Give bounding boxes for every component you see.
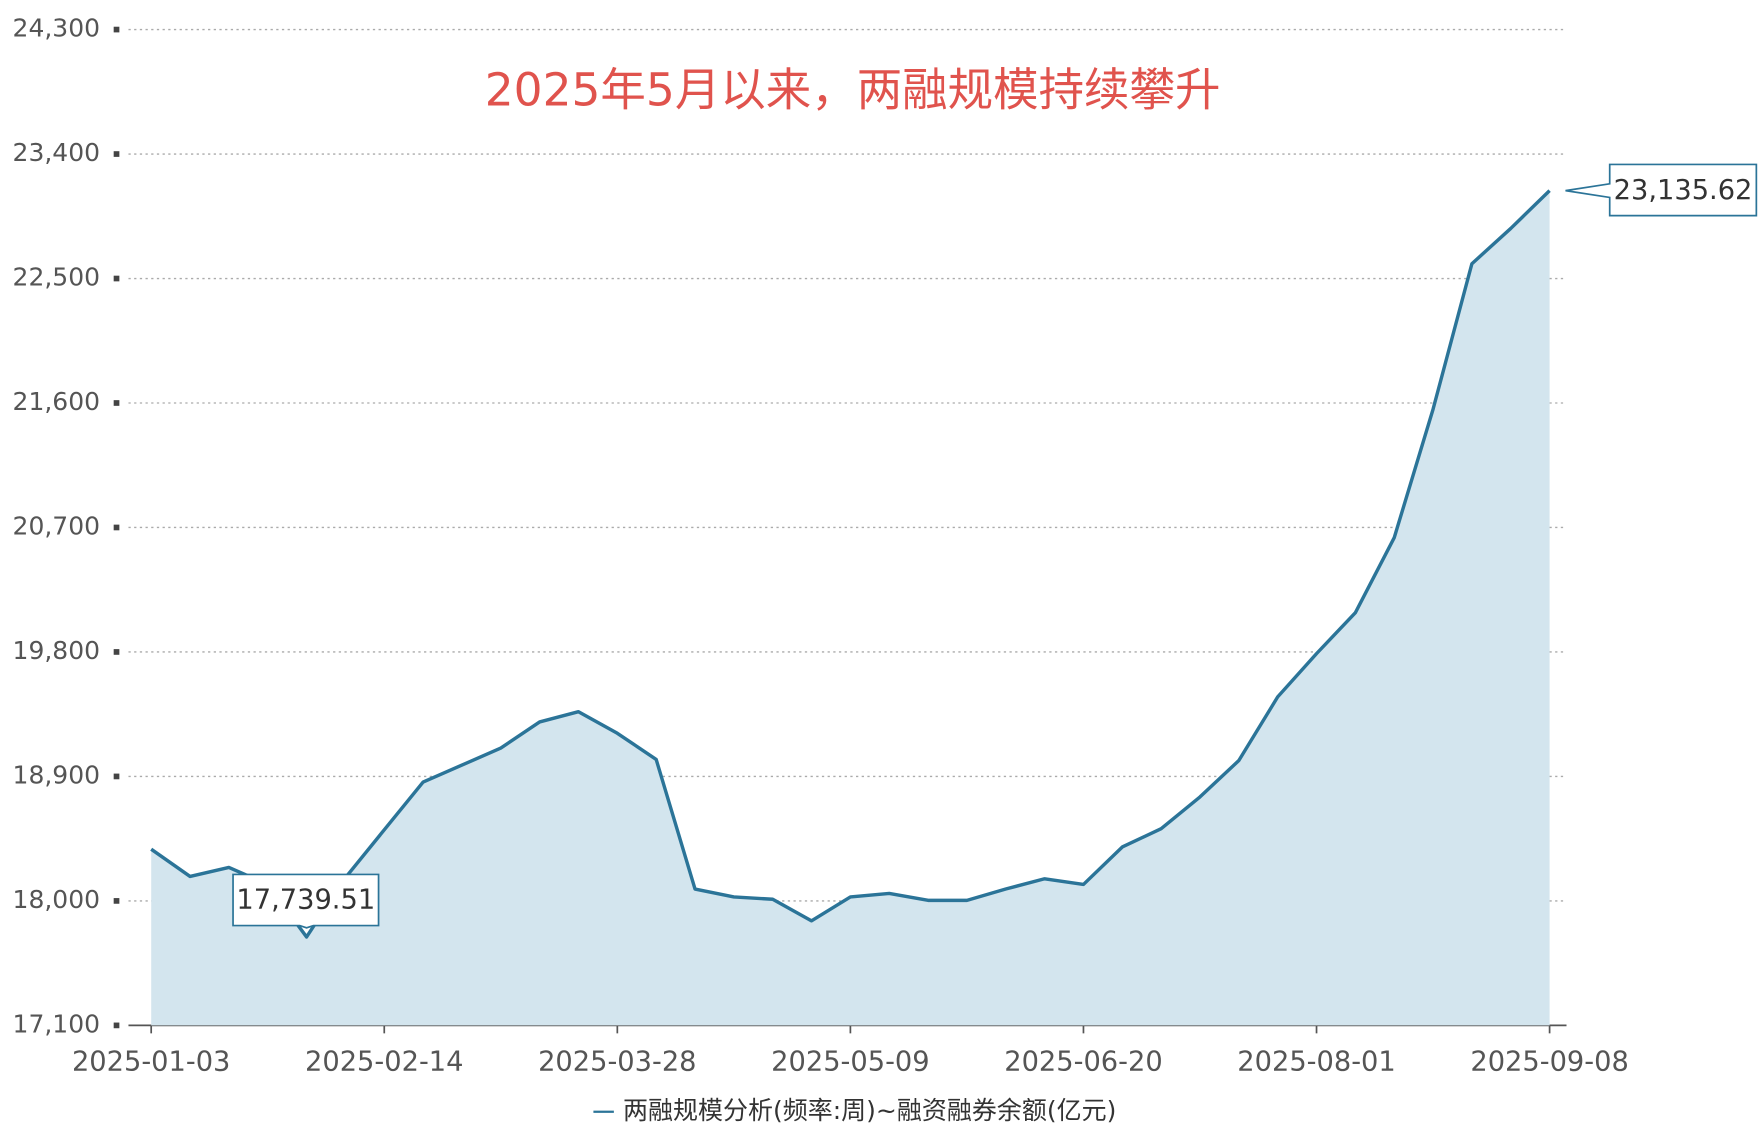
y-tick-label: 24,300 xyxy=(13,14,100,43)
label-box xyxy=(1565,163,1758,217)
value-label: 17,739.51 xyxy=(236,885,375,916)
legend-label: 两融规模分析(频率:周)~融资融券余额(亿元) xyxy=(623,1096,1116,1125)
y-tick-label: 20,700 xyxy=(13,511,100,540)
x-tick-label: 2025-06-20 xyxy=(1004,1046,1162,1077)
value-label: 23,135.62 xyxy=(1614,175,1753,206)
y-tick-mark xyxy=(113,26,120,33)
y-tick-mark xyxy=(113,1022,120,1029)
y-tick-label: 21,600 xyxy=(13,387,100,416)
y-tick-mark xyxy=(113,649,120,655)
x-tick-label: 2025-03-28 xyxy=(538,1046,696,1077)
x-tick-label: 2025-02-14 xyxy=(305,1046,463,1077)
y-tick-mark xyxy=(113,898,120,904)
y-tick-mark xyxy=(113,773,120,780)
x-tick-label: 2025-09-08 xyxy=(1470,1046,1628,1077)
line xyxy=(150,189,1551,939)
y-tick-label: 22,500 xyxy=(13,263,100,292)
y-tick-mark xyxy=(113,151,120,157)
chart-title: 2025年5月以来，两融规模持续攀升 xyxy=(485,64,1221,117)
x-tick-label: 2025-08-01 xyxy=(1237,1046,1395,1077)
x-tick-label: 2025-01-03 xyxy=(72,1046,230,1077)
y-tick-label: 18,000 xyxy=(13,885,100,914)
y-tick-mark xyxy=(113,400,120,406)
area xyxy=(151,190,1550,1026)
x-tick-label: 2025-05-09 xyxy=(771,1046,929,1077)
y-tick-label: 19,800 xyxy=(13,636,100,665)
y-tick-mark xyxy=(113,524,120,531)
y-tick-label: 18,900 xyxy=(13,760,100,789)
plot: 2025年5月以来，两融规模持续攀升 17,100 18,000 18,900 19,… xyxy=(13,14,1758,1125)
y-tick-mark xyxy=(113,275,120,282)
y-tick-label: 23,400 xyxy=(13,138,100,167)
label-box xyxy=(232,873,380,929)
y-tick-label: 17,100 xyxy=(13,1009,100,1038)
